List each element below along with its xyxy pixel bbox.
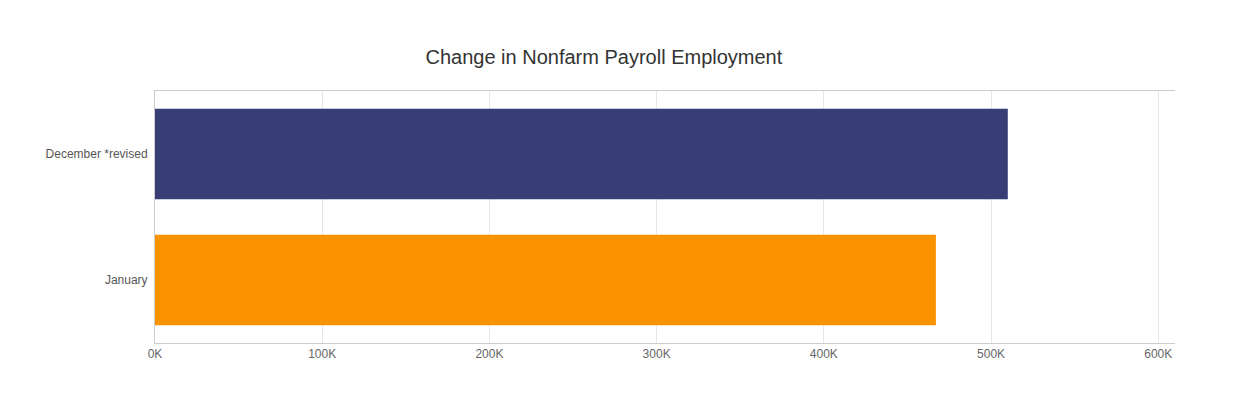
svg-text:0K: 0K [148, 347, 163, 361]
svg-text:500K: 500K [977, 347, 1005, 361]
svg-text:Change in Nonfarm Payroll Empl: Change in Nonfarm Payroll Employment [425, 46, 782, 68]
svg-text:400K: 400K [810, 347, 838, 361]
svg-text:December *revised: December *revised [46, 147, 148, 161]
svg-text:600K: 600K [1144, 347, 1172, 361]
svg-text:200K: 200K [475, 347, 503, 361]
svg-text:100K: 100K [308, 347, 336, 361]
svg-text:300K: 300K [643, 347, 671, 361]
svg-text:January: January [105, 273, 148, 287]
